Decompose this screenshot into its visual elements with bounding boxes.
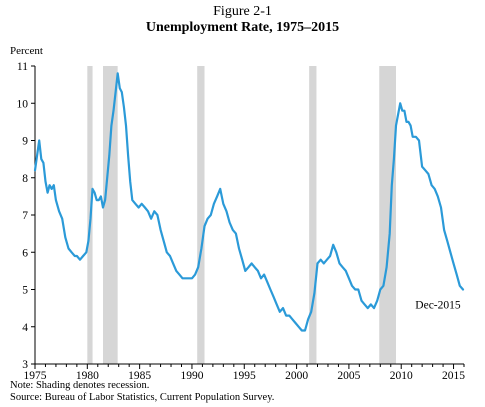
- y-tick-label-9: 9: [22, 136, 28, 148]
- recession-band-2: [103, 66, 118, 364]
- y-axis-label: Percent: [10, 45, 43, 57]
- source-note: Source: Bureau of Labor Statistics, Curr…: [10, 392, 275, 403]
- x-tick-label-2005: 2005: [337, 370, 360, 380]
- y-tick-label-4: 4: [22, 322, 28, 334]
- x-tick-label-2000: 2000: [285, 370, 308, 380]
- chart-title: Unemployment Rate, 1975–2015: [145, 20, 340, 35]
- series-line-1: [33, 72, 465, 332]
- y-tick-label-6: 6: [22, 247, 28, 259]
- figure-label: Figure 2-1: [213, 4, 272, 19]
- y-tick-label-3: 3: [22, 359, 28, 371]
- y-tick-label-5: 5: [22, 285, 28, 297]
- x-tick-label-2010: 2010: [390, 370, 413, 380]
- shading-note: Note: Shading denotes recession.: [10, 380, 150, 391]
- x-tick-label-1990: 1990: [180, 370, 203, 380]
- x-tick-label-1995: 1995: [233, 370, 256, 380]
- x-tick-label-1975: 1975: [24, 370, 47, 380]
- chart-axes: 3 4 5 6 7 8 9 10 11 1975 1980 1985 1990 1995 2000 2005 2…: [17, 61, 466, 380]
- y-tick-label-10: 10: [17, 98, 29, 110]
- x-tick-label-1980: 1980: [76, 370, 99, 380]
- unemployment-line-chart: Percent 3 4 5 6 7 8 9 10 11 1975 1980 1985 1990 1995 2…: [10, 45, 466, 380]
- recession-band-4: [309, 66, 317, 364]
- y-tick-label-7: 7: [22, 210, 28, 222]
- y-tick-label-8: 8: [22, 173, 28, 185]
- figure-notes: Note: Shading denotes recession. Source:…: [10, 380, 274, 404]
- x-tick-label-1985: 1985: [128, 370, 151, 380]
- recession-band-5: [379, 66, 396, 364]
- x-tick-label-2015: 2015: [442, 370, 465, 380]
- series-layer: [33, 72, 465, 332]
- recession-band-3: [197, 66, 205, 364]
- y-tick-label-11: 11: [17, 61, 28, 73]
- recession-shading: [87, 66, 396, 364]
- dec-2015-annotation: Dec-2015: [415, 300, 461, 312]
